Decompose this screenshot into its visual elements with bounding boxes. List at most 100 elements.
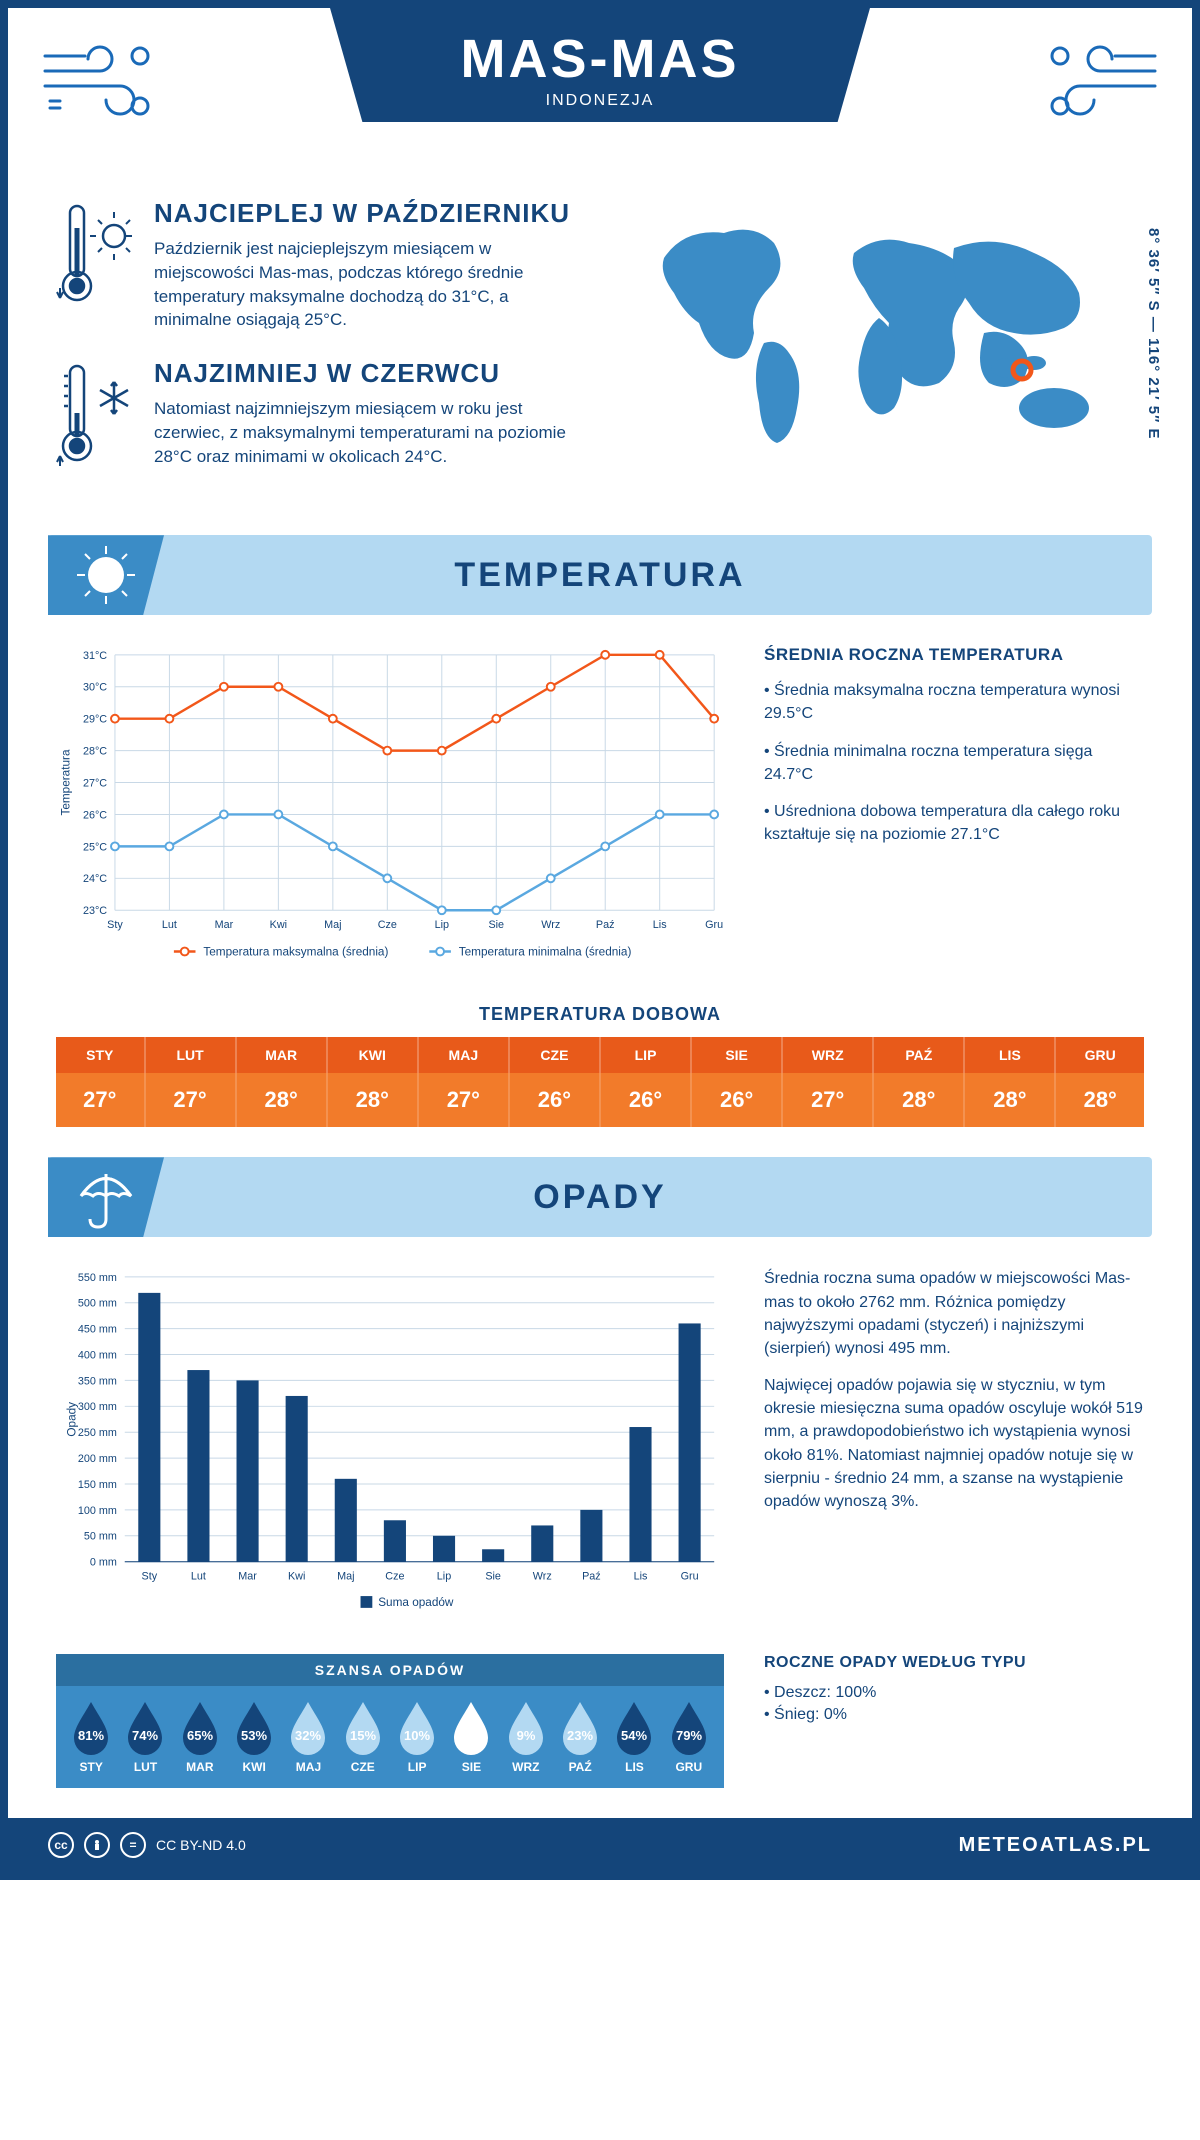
drop-item: 79% GRU — [662, 1698, 716, 1774]
svg-text:Kwi: Kwi — [288, 1571, 305, 1583]
daily-col-header: GRU — [1055, 1037, 1144, 1073]
svg-text:10%: 10% — [404, 1728, 430, 1743]
precipitation-section-header: OPADY — [48, 1157, 1152, 1237]
daily-cell: 27° — [418, 1073, 509, 1127]
svg-text:53%: 53% — [241, 1728, 267, 1743]
daily-col-header: MAJ — [418, 1037, 509, 1073]
svg-text:250 mm: 250 mm — [78, 1427, 117, 1439]
svg-text:50 mm: 50 mm — [84, 1531, 117, 1543]
footer: cc = CC BY-ND 4.0 METEOATLAS.PL — [8, 1818, 1192, 1872]
svg-text:100 mm: 100 mm — [78, 1505, 117, 1517]
drop-month-label: WRZ — [499, 1760, 553, 1774]
svg-text:400 mm: 400 mm — [78, 1350, 117, 1362]
temperature-line-chart: 23°C24°C25°C26°C27°C28°C29°C30°C31°CStyL… — [56, 645, 724, 969]
drop-item: 9% WRZ — [499, 1698, 553, 1774]
svg-text:150 mm: 150 mm — [78, 1479, 117, 1491]
wind-icon-right — [1040, 36, 1160, 131]
svg-text:23%: 23% — [567, 1728, 593, 1743]
wind-icon-left — [40, 36, 160, 131]
drop-item: 23% PAŹ — [553, 1698, 607, 1774]
precipitation-title: OPADY — [164, 1178, 1152, 1217]
warmest-block: NAJCIEPLEJ W PAŹDZIERNIKU Październik je… — [56, 198, 594, 332]
precip-type-0: • Deszcz: 100% — [764, 1682, 1144, 1704]
daily-cell: 28° — [873, 1073, 964, 1127]
warmest-text: Październik jest najcieplejszym miesiące… — [154, 237, 574, 332]
svg-text:450 mm: 450 mm — [78, 1324, 117, 1336]
svg-text:29°C: 29°C — [83, 714, 107, 726]
drop-item: 74% LUT — [118, 1698, 172, 1774]
precipitation-panel: 0 mm50 mm100 mm150 mm200 mm250 mm300 mm3… — [8, 1237, 1192, 1646]
by-icon — [84, 1832, 110, 1858]
daily-col-header: STY — [56, 1037, 145, 1073]
temp-stat-0: • Średnia maksymalna roczna temperatura … — [764, 679, 1144, 725]
temperature-section-header: TEMPERATURA — [48, 535, 1152, 615]
chance-heading: SZANSA OPADÓW — [56, 1654, 724, 1686]
svg-text:30°C: 30°C — [83, 682, 107, 694]
daily-col-header: LUT — [145, 1037, 236, 1073]
svg-text:Cze: Cze — [378, 919, 397, 931]
svg-text:350 mm: 350 mm — [78, 1376, 117, 1388]
umbrella-badge-icon — [48, 1157, 164, 1237]
svg-text:Gru: Gru — [705, 919, 723, 931]
drop-month-label: STY — [64, 1760, 118, 1774]
svg-text:79%: 79% — [676, 1728, 702, 1743]
coordinates: 8° 36′ 5″ S — 116° 21′ 5″ E — [1145, 228, 1162, 440]
svg-text:Temperatura minimalna (średnia: Temperatura minimalna (średnia) — [459, 946, 632, 959]
license-text: CC BY-ND 4.0 — [156, 1837, 246, 1853]
daily-cell: 28° — [1055, 1073, 1144, 1127]
drop-item: 53% KWI — [227, 1698, 281, 1774]
svg-text:25°C: 25°C — [83, 841, 107, 853]
drop-item: 15% CZE — [336, 1698, 390, 1774]
temperature-stats: ŚREDNIA ROCZNA TEMPERATURA • Średnia mak… — [764, 645, 1144, 974]
drop-item: 32% MAJ — [281, 1698, 335, 1774]
daily-col-header: LIS — [964, 1037, 1055, 1073]
precip-text-1: Średnia roczna suma opadów w miejscowośc… — [764, 1267, 1144, 1360]
svg-text:Gru: Gru — [681, 1571, 699, 1583]
title-banner: MAS-MAS INDONEZJA — [330, 8, 870, 122]
nd-icon: = — [120, 1832, 146, 1858]
warmest-heading: NAJCIEPLEJ W PAŹDZIERNIKU — [154, 198, 574, 229]
svg-text:Opady: Opady — [66, 1402, 79, 1437]
precip-type-heading: ROCZNE OPADY WEDŁUG TYPU — [764, 1654, 1144, 1672]
svg-text:Paź: Paź — [596, 919, 615, 931]
drop-item: 81% STY — [64, 1698, 118, 1774]
svg-text:9%: 9% — [516, 1728, 535, 1743]
location-subtitle: INDONEZJA — [330, 92, 870, 110]
temp-stats-heading: ŚREDNIA ROCZNA TEMPERATURA — [764, 645, 1144, 665]
svg-text:Kwi: Kwi — [270, 919, 287, 931]
svg-text:Maj: Maj — [324, 919, 341, 931]
svg-text:500 mm: 500 mm — [78, 1298, 117, 1310]
drop-month-label: KWI — [227, 1760, 281, 1774]
svg-text:81%: 81% — [78, 1728, 104, 1743]
daily-cell: 27° — [145, 1073, 236, 1127]
svg-text:Paź: Paź — [582, 1571, 601, 1583]
daily-col-header: KWI — [327, 1037, 418, 1073]
daily-col-header: CZE — [509, 1037, 600, 1073]
drop-month-label: SIE — [444, 1760, 498, 1774]
svg-text:Sie: Sie — [485, 1571, 501, 1583]
temperature-title: TEMPERATURA — [164, 556, 1152, 595]
drop-item: 54% LIS — [607, 1698, 661, 1774]
svg-text:Wrz: Wrz — [541, 919, 560, 931]
drop-month-label: CZE — [336, 1760, 390, 1774]
svg-text:26°C: 26°C — [83, 810, 107, 822]
drop-month-label: GRU — [662, 1760, 716, 1774]
svg-text:550 mm: 550 mm — [78, 1272, 117, 1284]
svg-text:Cze: Cze — [385, 1571, 404, 1583]
svg-text:31°C: 31°C — [83, 650, 107, 662]
svg-text:Lut: Lut — [162, 919, 177, 931]
svg-text:3%: 3% — [462, 1728, 481, 1743]
svg-text:54%: 54% — [621, 1728, 647, 1743]
svg-text:74%: 74% — [132, 1728, 158, 1743]
daily-temp-heading: TEMPERATURA DOBOWA — [8, 1004, 1192, 1025]
svg-text:Lis: Lis — [653, 919, 667, 931]
daily-cell: 27° — [782, 1073, 873, 1127]
page: MAS-MAS INDONEZJA NAJCIEPLEJ W PAŹDZIERN… — [0, 0, 1200, 1880]
svg-text:32%: 32% — [295, 1728, 321, 1743]
coldest-text: Natomiast najzimniejszym miesiącem w rok… — [154, 397, 574, 468]
svg-text:200 mm: 200 mm — [78, 1453, 117, 1465]
drop-month-label: LIS — [607, 1760, 661, 1774]
svg-text:Sty: Sty — [142, 1571, 158, 1583]
svg-text:15%: 15% — [350, 1728, 376, 1743]
svg-text:Wrz: Wrz — [533, 1571, 552, 1583]
